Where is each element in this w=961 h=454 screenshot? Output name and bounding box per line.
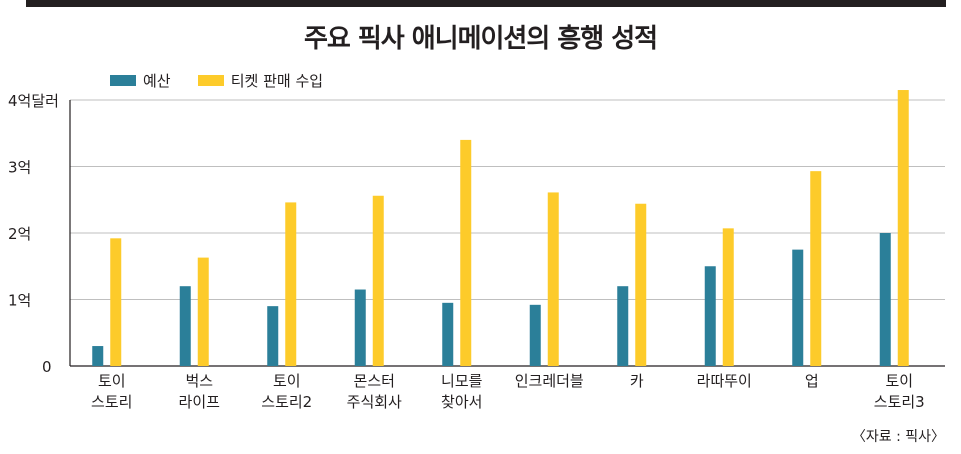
legend-swatch-ticket xyxy=(197,75,224,86)
source-note: 〈자료 : 픽사〉 xyxy=(851,429,945,445)
bar-ticket xyxy=(110,238,122,366)
x-tick-label: 니모를 xyxy=(441,372,483,390)
x-tick-label: 스토리 xyxy=(91,393,132,411)
y-tick-label: 1억 xyxy=(8,292,31,310)
bar-budget xyxy=(442,302,454,366)
legend-swatch-budget xyxy=(110,75,136,86)
x-tick-label: 토이 xyxy=(885,372,913,390)
bar-budget xyxy=(354,289,366,366)
y-tick-label: 2억 xyxy=(8,225,31,243)
bar-budget xyxy=(704,266,716,366)
bar-ticket xyxy=(810,171,822,366)
bar-ticket xyxy=(897,90,909,367)
top-rule xyxy=(26,0,946,7)
x-tick-label: 카 xyxy=(630,372,644,390)
bar-ticket xyxy=(372,195,384,366)
x-tick-label: 몬스터 xyxy=(354,372,395,390)
legend-item-ticket: 티켓 판매 수입 xyxy=(197,70,324,91)
y-tick-label: 4억달러 xyxy=(8,92,59,110)
bar-ticket xyxy=(285,202,297,366)
bar-budget xyxy=(617,286,629,366)
x-tick-label: 라이프 xyxy=(179,393,221,411)
x-tick-label: 벅스 xyxy=(185,372,213,390)
bar-ticket xyxy=(547,192,559,366)
x-tick-label: 토이 xyxy=(98,372,126,390)
bar-budget xyxy=(92,346,104,366)
x-tick-label: 찾아서 xyxy=(441,393,482,411)
bar-budget xyxy=(529,304,541,366)
x-tick-label: 스토리2 xyxy=(261,393,312,411)
bar-ticket xyxy=(197,257,209,366)
y-tick-label: 3억 xyxy=(8,159,31,177)
x-tick-label: 인크레더블 xyxy=(515,372,584,390)
bar-ticket xyxy=(635,203,647,366)
chart-title: 주요 픽사 애니메이션의 흥행 성적 xyxy=(303,24,658,54)
x-tick-label: 주식회사 xyxy=(347,393,402,411)
x-tick-label: 라따뚜이 xyxy=(697,372,752,390)
bar-budget xyxy=(879,233,891,366)
bar-budget xyxy=(179,286,191,366)
legend-label-ticket: 티켓 판매 수입 xyxy=(230,72,324,90)
legend-item-budget: 예산 xyxy=(110,70,171,91)
legend-label-budget: 예산 xyxy=(143,72,171,90)
bar-budget xyxy=(267,306,279,366)
x-tick-label: 스토리3 xyxy=(874,393,925,411)
bar-budget xyxy=(792,249,804,366)
x-tick-label: 업 xyxy=(805,372,819,390)
y-tick-label: 0 xyxy=(42,358,52,376)
x-tick-label: 토이 xyxy=(273,372,301,390)
bar-ticket xyxy=(722,228,734,366)
bar-ticket xyxy=(460,139,472,366)
legend: 예산 티켓 판매 수입 xyxy=(110,70,345,90)
